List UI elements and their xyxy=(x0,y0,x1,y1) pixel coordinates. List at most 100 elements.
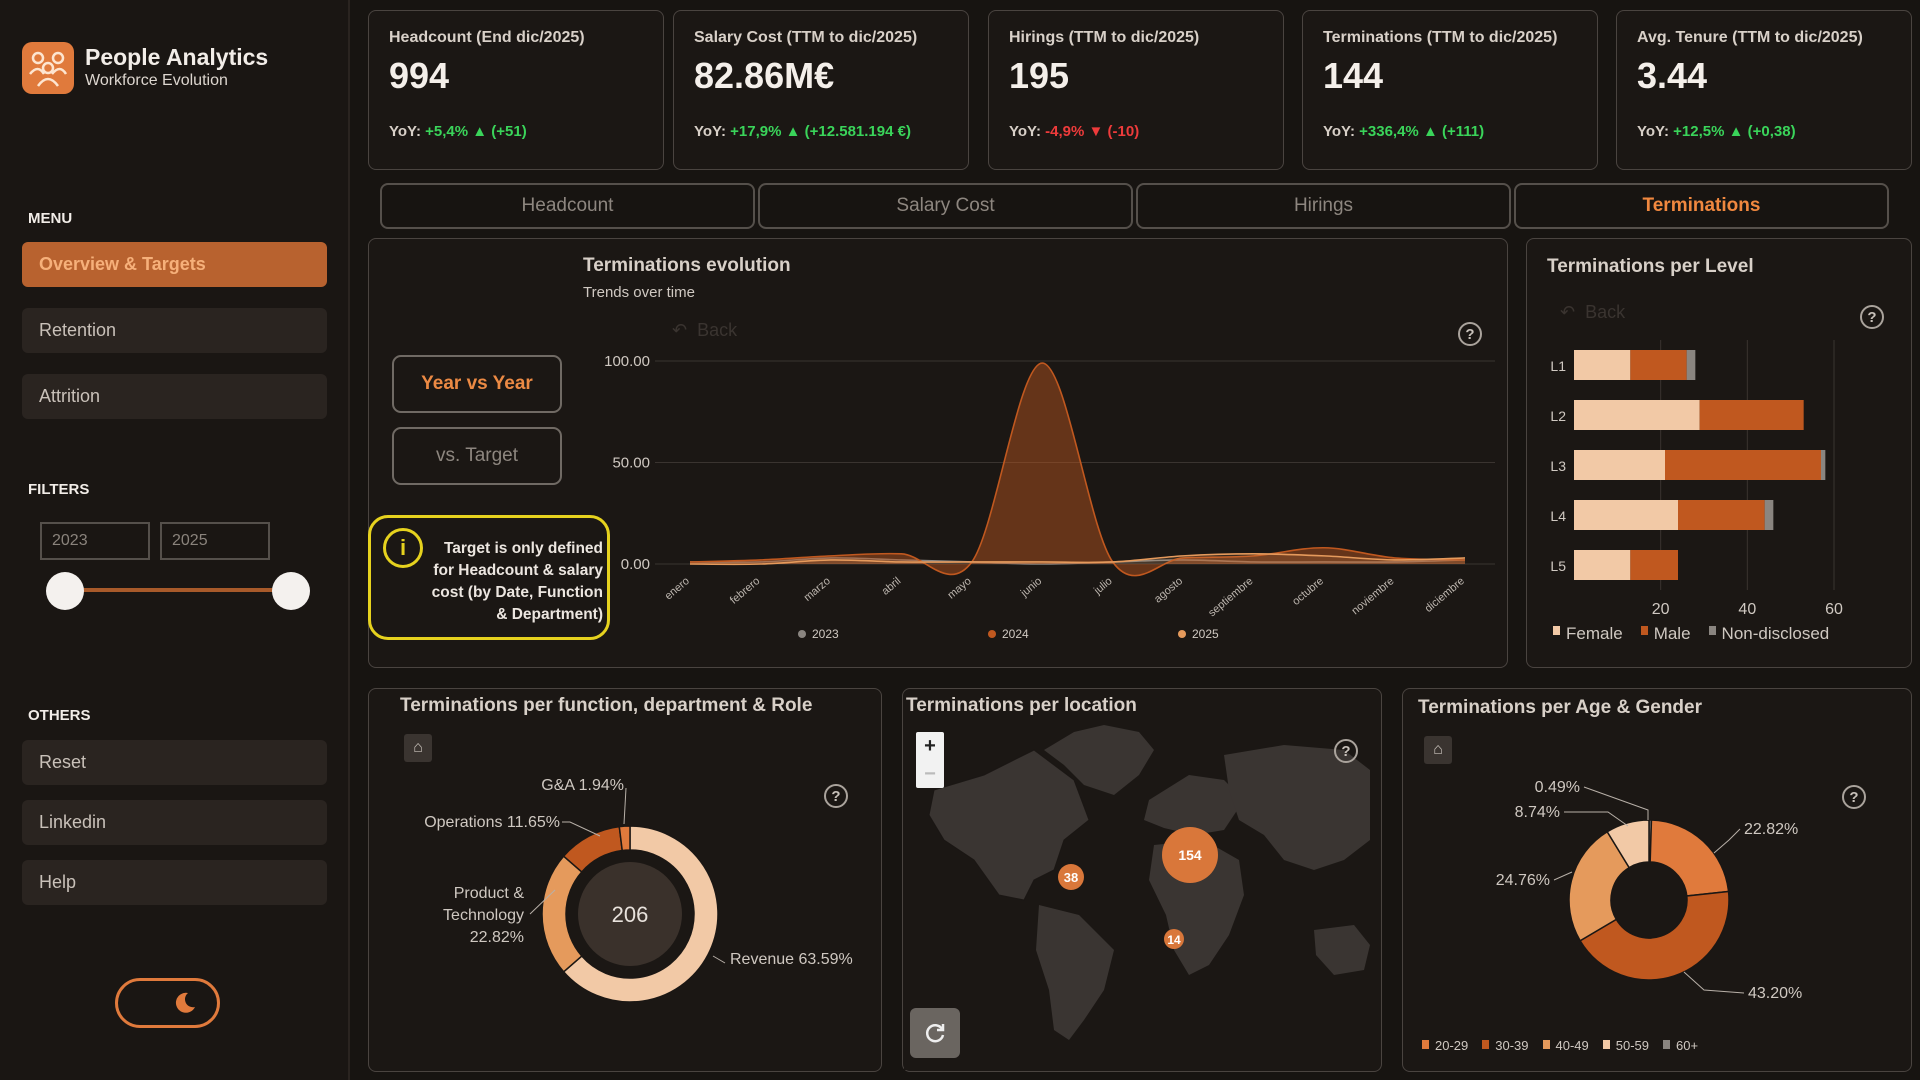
bar-L2-male[interactable] xyxy=(1699,400,1804,430)
bar-L4-non-disclosed[interactable] xyxy=(1764,500,1774,530)
legend-item[interactable]: 60+ xyxy=(1663,1038,1698,1053)
age-slice-60-[interactable] xyxy=(1606,819,1650,869)
bar-L4-male[interactable] xyxy=(1678,500,1765,530)
linkedin-button[interactable]: Linkedin xyxy=(22,800,327,845)
y-tick-label: L2 xyxy=(1550,408,1566,424)
leader-line xyxy=(1713,828,1741,854)
bar-L3-female[interactable] xyxy=(1574,450,1665,480)
question-icon[interactable]: ? xyxy=(1334,739,1358,763)
kpi-card-hirings: Hirings (TTM to dic/2025) 195 YoY: -4,9%… xyxy=(988,10,1284,170)
bar-L5-female[interactable] xyxy=(1574,550,1631,580)
legend-swatch xyxy=(1542,1040,1550,1049)
bar-L4-female[interactable] xyxy=(1574,500,1678,530)
yoy-abs: (+111) xyxy=(1441,123,1485,140)
others-label: OTHERS xyxy=(28,707,91,724)
leader-line xyxy=(712,955,726,964)
legend-label[interactable]: 2023 xyxy=(812,627,839,641)
back-label: Back xyxy=(697,320,738,340)
kpi-yoy: YoY: +336,4% ▲ (+111) xyxy=(1323,123,1484,140)
bar-L1-male[interactable] xyxy=(1630,350,1687,380)
yoy-prefix: YoY: xyxy=(694,123,726,140)
legend-item[interactable]: Female xyxy=(1553,624,1623,644)
date-to-input[interactable]: 2025 xyxy=(160,522,270,560)
slider-handle-end[interactable] xyxy=(272,572,310,610)
x-tick-label: octubre xyxy=(1290,575,1326,608)
refresh-icon[interactable] xyxy=(910,1008,960,1058)
theme-toggle[interactable] xyxy=(115,978,220,1028)
bar-L1-female[interactable] xyxy=(1574,350,1631,380)
level-back-button[interactable]: ↶ Back xyxy=(1560,302,1625,323)
sidebar: People Analytics Workforce Evolution MEN… xyxy=(0,0,350,1080)
menu-item-retention[interactable]: Retention xyxy=(22,308,327,353)
zoom-out-button[interactable]: − xyxy=(924,762,936,785)
legend-label[interactable]: 2024 xyxy=(1002,627,1029,641)
bar-L3-male[interactable] xyxy=(1665,450,1821,480)
help-button[interactable]: Help xyxy=(22,860,327,905)
legend-item[interactable]: 50-59 xyxy=(1602,1038,1649,1053)
bar-L2-female[interactable] xyxy=(1574,400,1700,430)
kpi-label: Avg. Tenure (TTM to dic/2025) xyxy=(1637,29,1863,46)
function-slice-revenue[interactable] xyxy=(562,825,719,1003)
bar-L3-non-disclosed[interactable] xyxy=(1821,450,1826,480)
tab-salary-cost[interactable]: Salary Cost xyxy=(758,183,1133,229)
leader-line xyxy=(1683,971,1745,994)
bar-L5-male[interactable] xyxy=(1630,550,1678,580)
legend-item[interactable]: 30-39 xyxy=(1482,1038,1529,1053)
y-tick-label: 0.00 xyxy=(621,556,650,573)
question-icon[interactable]: ? xyxy=(1458,322,1482,346)
yoy-pct: -4,9% xyxy=(1045,123,1085,140)
map-zoom-control[interactable]: + − xyxy=(916,732,944,788)
menu-item-attrition[interactable]: Attrition xyxy=(22,374,327,419)
kpi-label: Terminations (TTM to dic/2025) xyxy=(1323,29,1558,46)
home-icon[interactable]: ⌂ xyxy=(1424,736,1452,764)
home-icon[interactable]: ⌂ xyxy=(404,734,432,762)
legend-item[interactable]: Male xyxy=(1640,624,1691,644)
function-slice-g-a[interactable] xyxy=(618,825,631,852)
x-tick-label: marzo xyxy=(802,575,833,604)
menu-label: MENU xyxy=(28,210,73,227)
tab-headcount[interactable]: Headcount xyxy=(380,183,755,229)
series-line-2025[interactable] xyxy=(689,553,1466,566)
question-icon[interactable]: ? xyxy=(824,784,848,808)
function-slice-product-technology[interactable] xyxy=(541,855,583,973)
date-from-input[interactable]: 2023 xyxy=(40,522,150,560)
vs-target-button[interactable]: vs. Target xyxy=(392,427,562,485)
yoy-abs: (+0,38) xyxy=(1747,123,1796,140)
reset-button[interactable]: Reset xyxy=(22,740,327,785)
tab-hirings[interactable]: Hirings xyxy=(1136,183,1511,229)
leader-line xyxy=(529,889,556,915)
map-bubble-north-america[interactable] xyxy=(1058,864,1084,890)
legend-marker xyxy=(798,630,806,638)
slider-handle-start[interactable] xyxy=(46,572,84,610)
date-range-slider-track[interactable] xyxy=(64,588,292,592)
age-slice-40-49[interactable] xyxy=(1568,830,1631,942)
tab-terminations[interactable]: Terminations xyxy=(1514,183,1889,229)
world-map[interactable]: 38 154 14 xyxy=(904,720,1370,1070)
kpi-yoy: YoY: +17,9% ▲ (+12.581.194 €) xyxy=(694,123,911,140)
kpi-label: Salary Cost (TTM to dic/2025) xyxy=(694,29,918,46)
age-slice-30-39[interactable] xyxy=(1579,890,1730,981)
y-tick-label: 100.00 xyxy=(604,353,650,370)
x-tick-label: noviembre xyxy=(1349,575,1396,617)
menu-item-overview-targets[interactable]: Overview & Targets xyxy=(22,242,327,287)
zoom-in-button[interactable]: + xyxy=(924,734,936,757)
legend-item[interactable]: 40-49 xyxy=(1542,1038,1589,1053)
yoy-prefix: YoY: xyxy=(1323,123,1355,140)
question-icon[interactable]: ? xyxy=(1860,305,1884,329)
map-bubble-africa[interactable] xyxy=(1164,929,1184,949)
legend-label[interactable]: 2025 xyxy=(1192,627,1219,641)
series-line-2023[interactable] xyxy=(689,557,1466,565)
bar-L1-non-disclosed[interactable] xyxy=(1686,350,1696,380)
question-icon[interactable]: ? xyxy=(1842,785,1866,809)
legend-item[interactable]: 20-29 xyxy=(1422,1038,1468,1053)
legend-item[interactable]: Non-disclosed xyxy=(1708,624,1829,644)
kpi-yoy: YoY: +12,5% ▲ (+0,38) xyxy=(1637,123,1796,140)
year-vs-year-button[interactable]: Year vs Year xyxy=(392,355,562,413)
age-slice-20-29[interactable] xyxy=(1649,819,1730,897)
series-area-2024 xyxy=(690,363,1465,576)
info-icon: i xyxy=(383,528,423,568)
series-line-2024[interactable] xyxy=(689,362,1466,577)
arrow-up-icon: ▲ xyxy=(1728,123,1744,140)
back-button[interactable]: ↶ Back xyxy=(672,320,737,341)
map-bubble-europe[interactable] xyxy=(1162,827,1218,883)
